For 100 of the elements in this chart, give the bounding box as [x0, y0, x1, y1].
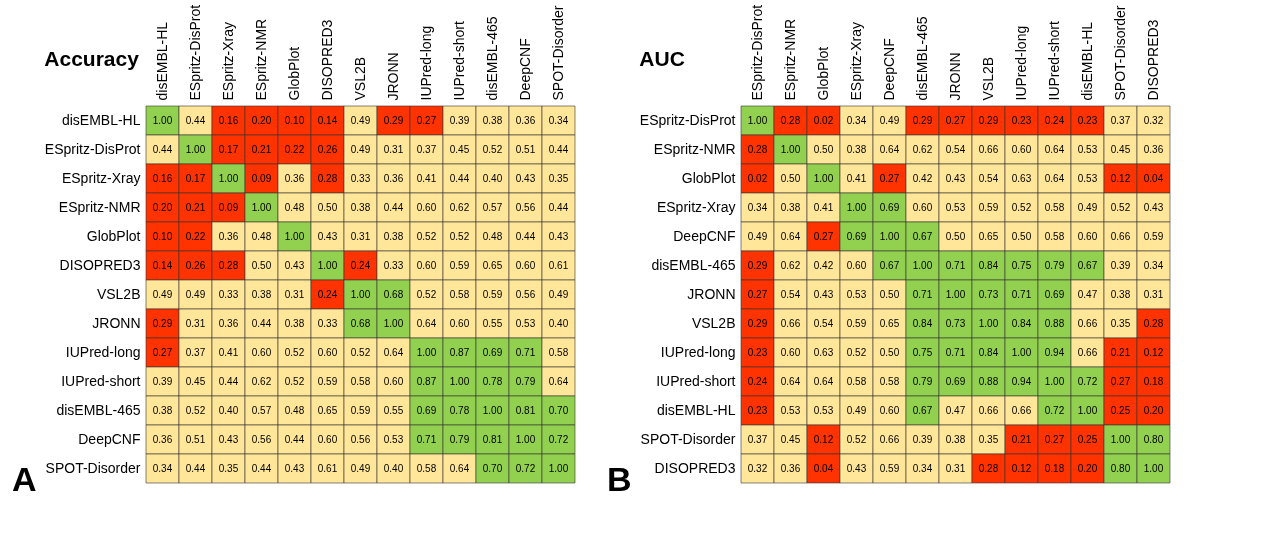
data-label: 0.40 [482, 172, 503, 184]
data-label: 0.58 [846, 375, 867, 387]
data-label: 0.20 [1143, 404, 1164, 416]
data-label: 0.04 [813, 462, 834, 474]
data-label: 0.37 [185, 346, 206, 358]
data-label: 0.40 [548, 317, 569, 329]
data-label: 0.55 [482, 317, 503, 329]
data-label: 0.45 [1110, 143, 1131, 155]
data-label: 0.36 [152, 433, 173, 445]
data-label: 0.24 [317, 288, 338, 300]
data-label: 0.36 [1143, 143, 1164, 155]
data-label: 1.00 [912, 259, 933, 271]
data-label: 0.38 [482, 114, 503, 126]
data-label: 0.41 [846, 172, 867, 184]
data-label: 0.50 [879, 288, 900, 300]
data-label: 0.80 [1110, 462, 1131, 474]
data-label: 0.58 [879, 375, 900, 387]
data-label: 0.36 [383, 172, 404, 184]
data-label: 0.31 [383, 143, 404, 155]
data-label: 0.43 [813, 288, 834, 300]
data-label: 0.21 [251, 143, 272, 155]
data-label: 0.44 [284, 433, 305, 445]
x-tick-label: IUPred-long [417, 25, 434, 101]
data-label: 1.00 [548, 462, 569, 474]
data-label: 0.27 [1044, 433, 1065, 445]
data-label: 0.79 [449, 433, 470, 445]
x-tick-label: VSL2B [351, 56, 368, 101]
data-label: 0.36 [218, 230, 239, 242]
data-label: 0.31 [284, 288, 305, 300]
data-label: 1.00 [846, 201, 867, 213]
y-tick-label: VSL2B [96, 285, 141, 302]
data-label: 0.42 [912, 172, 933, 184]
data-label: 0.73 [978, 288, 999, 300]
data-label: 0.43 [945, 172, 966, 184]
data-label: 0.35 [548, 172, 569, 184]
data-label: 0.70 [482, 462, 503, 474]
data-label: 0.60 [449, 317, 470, 329]
data-label: 0.39 [1110, 259, 1131, 271]
data-label: 0.87 [416, 375, 437, 387]
y-tick-label: disEMBL-465 [56, 401, 141, 418]
data-label: 0.38 [945, 433, 966, 445]
data-label: 0.70 [548, 404, 569, 416]
y-tick-label: IUPred-short [61, 372, 141, 389]
data-label: 0.43 [317, 230, 338, 242]
text: B [607, 460, 632, 499]
data-label: 0.50 [251, 259, 272, 271]
data-label: 0.84 [978, 259, 999, 271]
data-label: 0.60 [317, 433, 338, 445]
y-tick-label: VSL2B [691, 314, 736, 331]
data-label: 0.21 [185, 201, 206, 213]
data-label: 0.34 [152, 462, 173, 474]
data-label: 0.36 [780, 462, 801, 474]
y-tick-label: ESpritz-DisProt [639, 111, 736, 128]
x-tick-label: JRONN [384, 52, 401, 101]
data-label: 0.75 [1011, 259, 1032, 271]
data-label: 0.60 [383, 375, 404, 387]
data-label: 0.60 [846, 259, 867, 271]
x-tick-label: IUPred-long [1012, 25, 1029, 101]
data-label: 0.65 [978, 230, 999, 242]
data-label: 0.81 [515, 404, 536, 416]
data-label: 0.20 [1077, 462, 1098, 474]
data-label: 0.64 [1044, 143, 1065, 155]
data-label: 0.43 [218, 433, 239, 445]
data-label: 0.43 [284, 462, 305, 474]
data-label: 0.37 [416, 143, 437, 155]
x-tick-label: SPOT-Disorder [1111, 5, 1128, 101]
data-label: 0.66 [1011, 404, 1032, 416]
data-label: 0.64 [813, 375, 834, 387]
data-label: 0.64 [1044, 172, 1065, 184]
y-tick-label: ESpritz-DisProt [44, 140, 141, 157]
data-label: 0.94 [1044, 346, 1065, 358]
data-label: 0.84 [1011, 317, 1032, 329]
data-label: 0.16 [218, 114, 239, 126]
data-label: 0.44 [548, 201, 569, 213]
data-label: 0.23 [747, 404, 768, 416]
data-label: 1.00 [383, 317, 404, 329]
data-label: 0.60 [416, 201, 437, 213]
data-label: 0.60 [416, 259, 437, 271]
data-label: 0.34 [1143, 259, 1164, 271]
data-label: 0.38 [1110, 288, 1131, 300]
y-tick-label: GlobPlot [681, 169, 736, 186]
data-label: 0.47 [945, 404, 966, 416]
data-label: 0.21 [1011, 433, 1032, 445]
data-label: 0.09 [251, 172, 272, 184]
data-label: 0.50 [879, 346, 900, 358]
data-label: 0.66 [978, 404, 999, 416]
data-label: 0.37 [1110, 114, 1131, 126]
data-label: 0.47 [1077, 288, 1098, 300]
data-label: 0.66 [1077, 346, 1098, 358]
data-label: 0.49 [350, 462, 371, 474]
y-tick-label: IUPred-long [65, 343, 141, 360]
data-label: 0.52 [449, 230, 470, 242]
y-tick-label: SPOT-Disorder [45, 459, 141, 476]
data-label: 0.44 [152, 143, 173, 155]
data-label: 0.72 [515, 462, 536, 474]
data-label: 0.43 [515, 172, 536, 184]
data-label: 0.27 [152, 346, 173, 358]
data-label: 0.36 [218, 317, 239, 329]
data-label: 0.44 [449, 172, 470, 184]
data-label: 0.22 [185, 230, 206, 242]
